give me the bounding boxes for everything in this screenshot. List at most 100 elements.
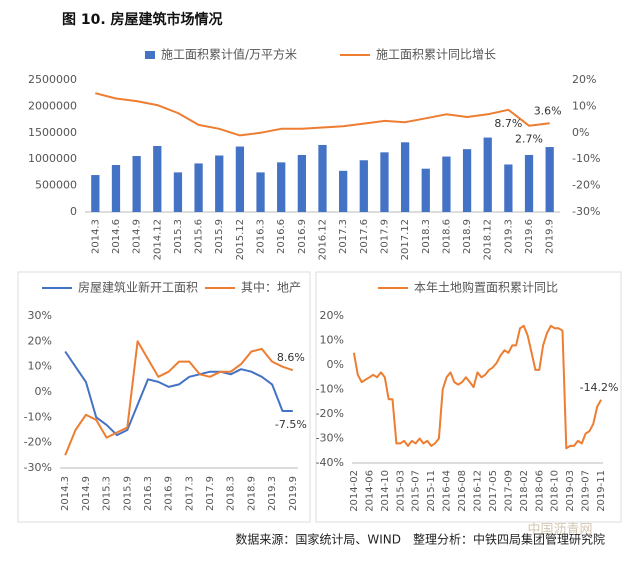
x-tick-label: 2014.9 [81, 476, 92, 511]
bar [277, 162, 286, 212]
x-tick-label: 2015.9 [214, 219, 225, 254]
data-label: -14.2% [580, 381, 619, 394]
y-tick-label: -30% [24, 461, 52, 474]
bar [400, 142, 410, 212]
bar [339, 170, 348, 212]
y2-tick-label: -20% [572, 179, 600, 192]
x-tick-label: 2016.12 [318, 219, 329, 260]
x-tick-label: 2016.9 [164, 476, 175, 511]
x-tick-label: 2018.9 [462, 219, 473, 254]
y2-tick-label: 0% [572, 126, 589, 139]
x-tick-label: 2014.9 [132, 219, 143, 254]
x-tick-label: 2017-05 [488, 470, 499, 512]
x-tick-label: 2015.3 [173, 219, 184, 254]
y-tick-label: 2500000 [28, 73, 77, 86]
x-tick-label: 2015-03 [395, 470, 406, 512]
bar [545, 147, 554, 212]
x-tick-label: 2018-06 [534, 470, 545, 512]
x-tick-label: 2019-07 [581, 470, 592, 512]
x-tick-label: 2016-08 [457, 470, 468, 512]
data-label: 2.7% [515, 133, 543, 146]
x-tick-label: 2019.3 [503, 219, 514, 254]
x-tick-label: 2016.3 [143, 476, 154, 511]
x-tick-label: 2017.12 [400, 219, 411, 260]
panel-border [17, 271, 311, 523]
source-note: 数据来源：国家统计局、WIND 整理分析：中铁四局集团管理研究院 [235, 532, 605, 547]
bar [132, 156, 141, 212]
bar [442, 156, 451, 212]
x-tick-label: 2019-11 [596, 470, 607, 512]
bar [153, 146, 162, 212]
y-tick-label: 20% [28, 334, 52, 347]
bar [380, 152, 389, 212]
y-tick-label: -20% [24, 436, 52, 449]
x-tick-label: 2014.6 [111, 219, 122, 254]
bar [256, 172, 265, 212]
x-tick-label: 2018.3 [421, 219, 432, 254]
line-series [352, 324, 602, 450]
x-tick-label: 2015.3 [102, 476, 113, 511]
bar [359, 160, 368, 212]
x-tick-label: 2017.9 [379, 219, 390, 254]
y-tick-label: -20% [316, 407, 344, 420]
x-tick-label: 2017.9 [205, 476, 216, 511]
y-tick-label: 0 [70, 205, 77, 218]
legend-label: 其中：地产 [241, 280, 301, 295]
x-tick-label: 2017.6 [359, 219, 370, 254]
x-tick-label: 2019.9 [545, 219, 556, 254]
y2-tick-label: 20% [572, 73, 596, 86]
y-tick-label: 30% [28, 309, 52, 322]
x-tick-label: 2014-06 [364, 470, 375, 512]
line-series [95, 92, 550, 137]
y2-tick-label: -10% [572, 152, 600, 165]
bar [318, 144, 327, 212]
bar [462, 149, 472, 212]
y-tick-label: 10% [28, 360, 52, 373]
x-tick-label: 2016.9 [297, 219, 308, 254]
x-tick-label: 2018-02 [519, 470, 530, 512]
x-tick-label: 2015.9 [122, 476, 133, 511]
y-tick-label: -10% [316, 383, 344, 396]
x-tick-label: 2018.9 [246, 476, 257, 511]
bar [215, 155, 224, 212]
data-label: 3.6% [534, 104, 562, 117]
y-tick-label: 1500000 [28, 126, 77, 139]
bar [111, 165, 121, 212]
x-tick-label: 2014.3 [60, 476, 71, 511]
data-label: -7.5% [275, 418, 307, 431]
x-tick-label: 2018.12 [483, 219, 494, 260]
line-series [64, 340, 294, 456]
bar [91, 175, 100, 212]
x-tick-label: 2015.12 [235, 219, 246, 260]
x-tick-label: 2018.6 [441, 219, 452, 254]
watermark: 中国沥青网 [527, 523, 592, 538]
legend-label: 施工面积累计同比增长 [376, 48, 496, 62]
y-tick-label: 0% [35, 385, 52, 398]
bar [297, 154, 306, 212]
bar [173, 172, 183, 212]
x-tick-label: 2016-04 [442, 470, 453, 512]
x-tick-label: 2014-10 [380, 470, 391, 512]
x-tick-label: 2019.6 [524, 219, 535, 254]
x-tick-label: 2019.9 [288, 476, 299, 511]
x-tick-label: 2019-03 [565, 470, 576, 512]
y-tick-label: 0% [327, 358, 344, 371]
y2-tick-label: -30% [572, 205, 600, 218]
y-tick-label: 20% [320, 309, 344, 322]
x-tick-label: 2014.12 [152, 219, 163, 260]
x-tick-label: 2017.3 [184, 476, 195, 511]
bar [194, 163, 203, 212]
x-tick-label: 2015.6 [194, 219, 205, 254]
legend-swatch [145, 51, 155, 59]
x-tick-label: 2018-10 [550, 470, 561, 512]
y-tick-label: -40% [316, 456, 344, 469]
y-tick-label: 1000000 [28, 152, 77, 165]
y-tick-label: -10% [24, 410, 52, 423]
figure-title: 图 10. 房屋建筑市场情况 [62, 11, 223, 28]
x-tick-label: 2016.6 [276, 219, 287, 254]
x-tick-label: 2014-02 [349, 470, 360, 512]
line-series [64, 350, 293, 437]
legend-label: 房屋建筑业新开工面积 [78, 280, 198, 295]
y-tick-label: 2000000 [28, 99, 77, 112]
